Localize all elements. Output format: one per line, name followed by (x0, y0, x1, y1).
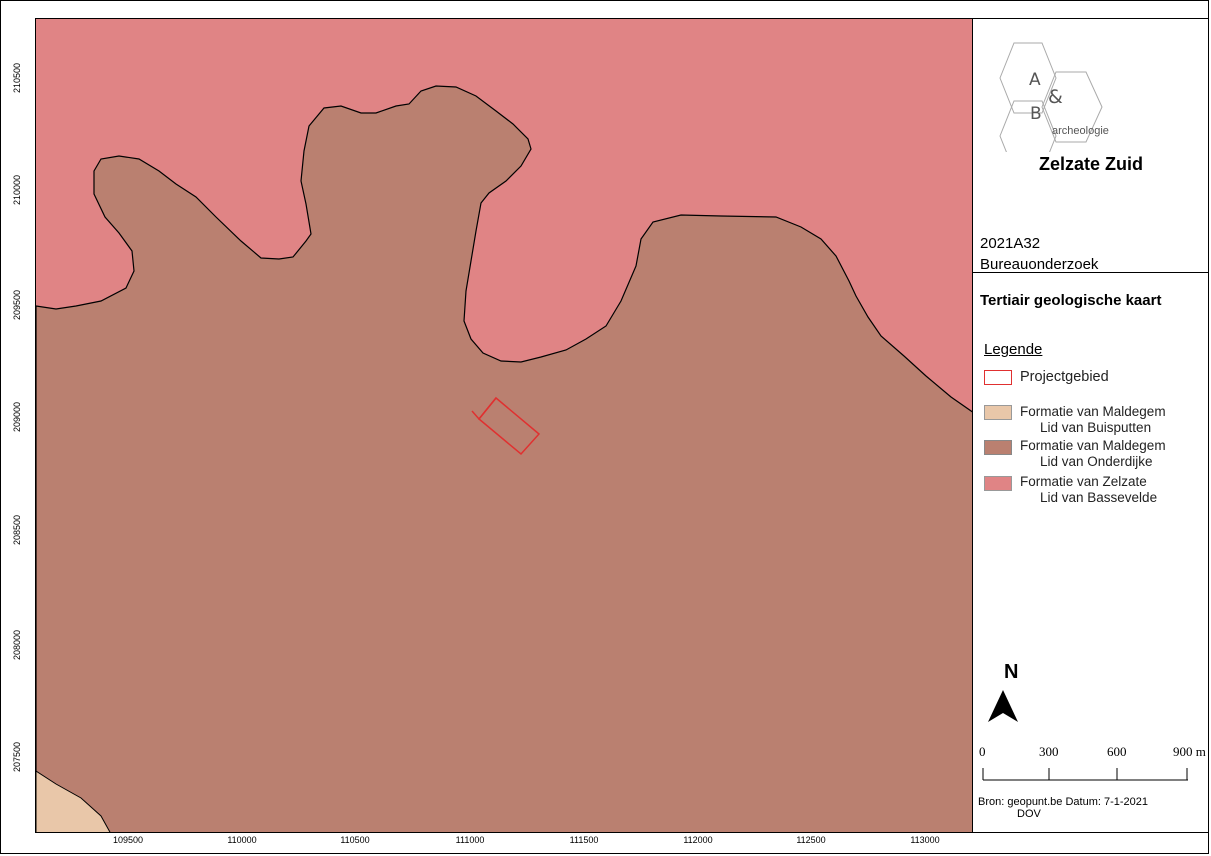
source-info: Bron: geopunt.be Datum: 7-1-2021 DOV (978, 796, 1148, 820)
legend-label: Formatie van Zelzate (1020, 474, 1147, 489)
logo-ampersand: & (1048, 86, 1063, 108)
map-title: Tertiair geologische kaart (980, 292, 1162, 309)
logo-hexagons (999, 42, 1103, 152)
project-type: Bureauonderzoek (980, 256, 1099, 273)
divider (973, 272, 1209, 273)
scalebar-label: 900 m (1173, 744, 1206, 759)
legend-label: Formatie van Maldegem (1020, 438, 1166, 453)
geology-map (36, 19, 972, 832)
x-tick-label: 111000 (455, 835, 485, 845)
y-tick-label: 209000 (12, 401, 22, 433)
y-tick-label: 209500 (12, 289, 22, 321)
scalebar-label: 300 (1039, 744, 1059, 759)
scalebar-label: 600 (1107, 744, 1127, 759)
legend-sublabel: Lid van Bassevelde (1040, 490, 1158, 505)
logo-subtitle: archeologie (1052, 125, 1109, 137)
legend-title: Legende (984, 341, 1043, 358)
y-tick-label: 207500 (12, 741, 22, 773)
x-tick-label: 110500 (340, 835, 370, 845)
legend-swatch-onderdijke (984, 440, 1012, 455)
logo-letter-b: B (1030, 104, 1042, 124)
x-tick-label: 110000 (227, 835, 257, 845)
buisputten-area (36, 770, 111, 832)
legend-sublabel: Lid van Buisputten (1040, 420, 1152, 435)
x-tick-label: 109500 (112, 835, 144, 845)
logo-letter-a: A (1029, 70, 1041, 90)
north-arrow-icon (988, 690, 1018, 722)
north-label: N (1004, 661, 1019, 683)
page-title: Zelzate Zuid (1038, 154, 1143, 174)
legend-panel (973, 18, 1209, 833)
legend-label: Formatie van Maldegem (1020, 404, 1166, 419)
source-line: DOV (1017, 808, 1041, 820)
scalebar (982, 768, 1188, 781)
legend-swatch-bassevelde (984, 476, 1012, 491)
legend-label: Projectgebied (1020, 369, 1109, 385)
y-tick-label: 210500 (12, 62, 22, 94)
x-tick-label: 112500 (796, 835, 826, 845)
legend-swatch-buisputten (984, 405, 1012, 420)
scalebar-label: 0 (979, 744, 986, 759)
source-line: Bron: geopunt.be Datum: 7-1-2021 (978, 796, 1149, 808)
y-tick-label: 208000 (12, 629, 22, 661)
onderdijke-area (36, 85, 972, 832)
project-area[interactable] (471, 396, 541, 456)
x-tick-label: 112000 (683, 835, 713, 845)
y-tick-label: 210000 (12, 174, 22, 206)
x-tick-label: 113000 (910, 835, 940, 845)
x-tick-label: 111500 (569, 835, 599, 845)
legend-swatch-projectgebied (984, 370, 1012, 385)
project-code: 2021A32 (980, 235, 1041, 252)
legend-sublabel: Lid van Onderdijke (1040, 454, 1153, 469)
map-canvas[interactable] (35, 18, 973, 833)
y-tick-label: 208500 (12, 514, 22, 546)
